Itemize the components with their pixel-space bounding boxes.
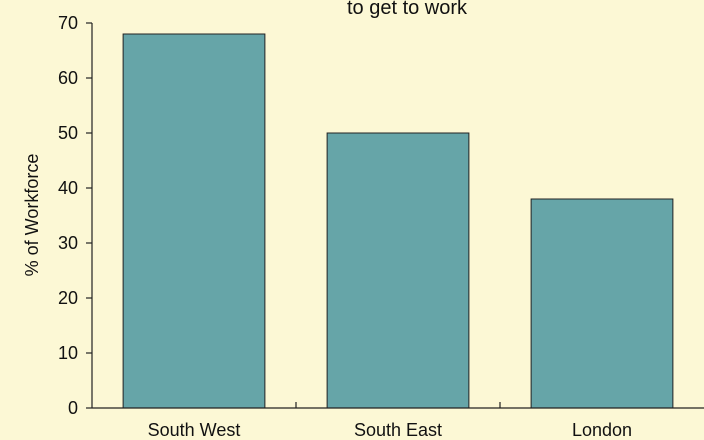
y-tick-label: 0 bbox=[68, 398, 78, 418]
x-category-label: South West bbox=[148, 420, 241, 440]
x-axis: South West South East London bbox=[92, 402, 704, 440]
y-tick-label: 50 bbox=[58, 123, 78, 143]
y-tick-label: 60 bbox=[58, 68, 78, 88]
y-axis: 0 10 20 30 40 50 60 70 bbox=[58, 13, 93, 418]
y-tick-label: 10 bbox=[58, 343, 78, 363]
x-category-label: London bbox=[572, 420, 632, 440]
y-tick-label: 70 bbox=[58, 13, 78, 33]
bar-south-west bbox=[122, 33, 266, 409]
bar-london bbox=[530, 198, 674, 409]
bar-south-east bbox=[326, 132, 470, 409]
y-axis-title: % of Workforce bbox=[22, 154, 42, 277]
y-tick-label: 20 bbox=[58, 288, 78, 308]
y-tick-label: 40 bbox=[58, 178, 78, 198]
chart-title: to get to work bbox=[347, 0, 468, 19]
y-tick-label: 30 bbox=[58, 233, 78, 253]
x-category-label: South East bbox=[354, 420, 442, 440]
bars-group bbox=[122, 33, 674, 409]
